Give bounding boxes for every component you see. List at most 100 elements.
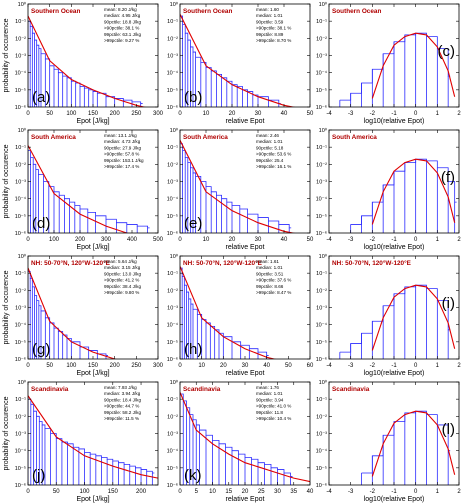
x-tick-label: 0 <box>414 237 418 243</box>
y-tick-label: 10⁻¹ <box>15 145 26 151</box>
fit-curve <box>180 392 310 483</box>
y-tick-label: 10⁰ <box>170 253 179 260</box>
stats-line: mean: 13.1 J/kg <box>104 133 137 138</box>
y-tick-label: 10⁻⁵ <box>316 87 327 94</box>
stats-line: 99pctile: 63.1 J/kg <box>104 32 141 37</box>
y-tick-label: 10⁰ <box>319 379 328 386</box>
y-tick-label: 10⁰ <box>18 253 27 260</box>
panel-region-title: NH: 50-70°N, 120°W-120°E <box>332 259 412 267</box>
y-tick-label: 10⁻¹ <box>167 271 178 277</box>
y-axis-label: probability of occurence <box>3 270 10 344</box>
stats-line: median: 1.01 <box>256 391 283 396</box>
panel-region-title: NH: 50-70°N, 120°W-120°E <box>31 259 111 267</box>
x-axis-label: Epot [J/kg] <box>76 496 109 503</box>
x-tick-label: 0 <box>178 111 182 117</box>
x-tick-label: 100 <box>49 237 60 243</box>
stats-line: median: 4.95 J/kg <box>104 13 141 18</box>
y-tick-label: 10⁻² <box>316 288 327 294</box>
histogram-bars <box>28 399 153 485</box>
panel-letter: (b) <box>184 89 202 106</box>
chart-panel: 10⁰ 10⁻¹ 10⁻² 10⁻³ 10⁻⁴ 10⁻⁵ 10⁻⁶0 10 20 30 40 50 60… <box>167 253 314 377</box>
x-tick-label: 25 <box>258 489 265 495</box>
y-tick-label: 10⁻⁶ <box>316 356 327 363</box>
histogram-bars <box>180 268 268 359</box>
panel-letter: (i) <box>442 295 455 312</box>
x-tick-label: -4 <box>326 363 332 369</box>
x-axis-label: relative Epot <box>226 118 265 125</box>
stats-line: 90pctile: 3.59 <box>256 19 284 24</box>
stats-line: 99pctile: 25.4 <box>256 158 284 163</box>
y-tick-label: 10⁻¹ <box>316 271 327 277</box>
y-tick-label: 10⁻¹ <box>15 19 26 25</box>
fit-curve <box>180 14 296 107</box>
panel-region-title: Scandinavia <box>332 386 370 393</box>
y-tick-label: 10⁻⁴ <box>316 322 328 329</box>
y-tick-label: 10⁰ <box>18 127 27 134</box>
y-tick-label: 10⁰ <box>170 379 179 386</box>
y-tick-label: 10⁻⁶ <box>316 104 327 111</box>
stats-line: median: 3.94 J/kg <box>104 391 141 396</box>
panel-letter: (c) <box>438 43 456 60</box>
x-tick-label: 400 <box>127 237 138 243</box>
y-tick-label: 10⁻⁶ <box>316 230 327 237</box>
y-tick-label: 10⁻³ <box>15 432 26 438</box>
stats-line: median: 4.73 J/kg <box>104 139 141 144</box>
y-tick-label: 10⁻³ <box>167 306 178 312</box>
x-tick-label: 500 <box>153 237 164 243</box>
stats-line: 90pctile: 5.18 <box>256 145 284 150</box>
x-tick-label: -4 <box>326 489 332 495</box>
panel-letter: (h) <box>184 341 202 358</box>
x-tick-label: 50 <box>53 489 60 495</box>
y-tick-label: 10⁻⁴ <box>15 70 27 77</box>
x-axis-label: relative Epot <box>226 370 265 377</box>
panel-letter: (a) <box>32 89 50 106</box>
y-tick-label: 10⁻⁵ <box>15 87 26 94</box>
x-tick-label: 150 <box>108 489 119 495</box>
histogram-bars <box>180 394 291 485</box>
y-tick-label: 10⁻² <box>316 162 327 168</box>
stats-line: >90pctile: 41.2 % <box>104 278 139 283</box>
histogram-outline <box>28 150 150 229</box>
chart-panel: 10⁰ 10⁻¹ 10⁻² 10⁻³ 10⁻⁴ 10⁻⁵ 10⁻⁶0 50 100 150 200 2… <box>15 253 164 377</box>
stats-line: mean: 8.20 J/kg <box>104 7 137 12</box>
y-tick-label: 10⁻² <box>15 414 26 420</box>
chart-panel: 10⁰ 10⁻¹ 10⁻² 10⁻³ 10⁻⁴ 10⁻⁵ 10⁻⁶0 10 20 30 40 50 re… <box>167 127 314 251</box>
chart-panel: 10⁰ 10⁻¹ 10⁻² 10⁻³ 10⁻⁴ 10⁻⁵ 10⁻⁶0 5 10 15 20 25 30 3… <box>167 379 314 503</box>
y-tick-label: 10⁰ <box>18 379 27 386</box>
x-tick-label: 200 <box>110 363 121 369</box>
histogram-outline <box>339 32 451 101</box>
x-tick-label: 10 <box>209 489 216 495</box>
x-tick-label: -1 <box>391 237 397 243</box>
x-tick-label: 40 <box>281 237 288 243</box>
fit-curve <box>371 410 456 477</box>
y-tick-label: 10⁻⁵ <box>316 213 327 220</box>
stats-line: 90pctile: 3.51 <box>256 271 284 276</box>
histogram-outline <box>180 393 293 477</box>
stats-line: median: 1.01 <box>256 13 283 18</box>
y-tick-label: 10⁻³ <box>15 180 26 186</box>
stats-line: >90pctile: 38.1 % <box>104 26 139 31</box>
panel-region-title: Scandinavia <box>31 386 69 393</box>
x-tick-label: -3 <box>348 237 354 243</box>
stats-line: >99pctile: 8.70 % <box>256 38 291 43</box>
x-tick-label: 150 <box>88 363 99 369</box>
x-tick-label: 20 <box>229 111 236 117</box>
panel-region-title: South America <box>183 134 228 141</box>
stats-line: 90pctile: 3.94 <box>256 397 284 402</box>
y-tick-label: 10⁻³ <box>167 54 178 60</box>
x-tick-label: 2 <box>457 237 461 243</box>
stats-line: 99pctile: 11.8 <box>256 410 283 415</box>
y-tick-label: 10⁻⁵ <box>167 465 178 472</box>
y-tick-label: 10⁻⁵ <box>15 213 26 220</box>
chart-panel: 10⁰ 10⁻¹ 10⁻² 10⁻³ 10⁻⁴ 10⁻⁵ 10⁻⁶0 50 100 150 200 2… <box>15 1 164 125</box>
x-tick-label: 10 <box>203 111 210 117</box>
stats-line: median: 1.01 <box>256 265 283 270</box>
stats-line: >99pctile: 16.1 % <box>256 164 291 169</box>
panel-letter: (l) <box>442 421 455 438</box>
x-tick-label: 20 <box>242 489 249 495</box>
stats-line: median: 1.01 <box>256 139 283 144</box>
y-tick-label: 10⁻³ <box>316 432 327 438</box>
stats-line: mean: 5.64 J/kg <box>104 259 137 264</box>
x-tick-label: 0 <box>414 363 418 369</box>
